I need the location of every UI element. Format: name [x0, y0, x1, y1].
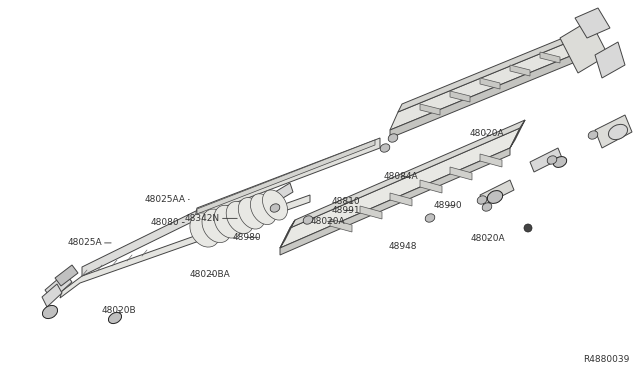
Polygon shape	[330, 219, 352, 232]
Text: 48084A: 48084A	[384, 172, 419, 181]
Polygon shape	[390, 30, 598, 130]
Ellipse shape	[226, 201, 254, 234]
Text: 48080: 48080	[151, 218, 184, 227]
Text: 48948: 48948	[389, 242, 417, 251]
Text: 48342N: 48342N	[185, 214, 237, 223]
Ellipse shape	[270, 204, 280, 212]
Ellipse shape	[588, 131, 598, 139]
Text: 48025A: 48025A	[67, 238, 111, 247]
Polygon shape	[480, 78, 500, 89]
Polygon shape	[595, 115, 632, 148]
Text: R4880039: R4880039	[584, 355, 630, 364]
Text: 48020A: 48020A	[310, 217, 345, 226]
Polygon shape	[280, 128, 520, 248]
Polygon shape	[360, 206, 382, 219]
Polygon shape	[390, 193, 412, 206]
Ellipse shape	[609, 124, 628, 140]
Text: 48991: 48991	[332, 206, 360, 215]
Text: 48810: 48810	[332, 198, 360, 206]
Ellipse shape	[202, 209, 231, 243]
Ellipse shape	[425, 214, 435, 222]
Polygon shape	[42, 284, 62, 307]
Polygon shape	[390, 48, 590, 138]
Polygon shape	[398, 22, 602, 112]
Polygon shape	[195, 138, 380, 218]
Ellipse shape	[190, 213, 220, 247]
Ellipse shape	[547, 156, 557, 164]
Ellipse shape	[214, 205, 243, 238]
Polygon shape	[480, 154, 502, 167]
Text: 48980: 48980	[233, 233, 261, 242]
Text: 48020A: 48020A	[470, 234, 505, 243]
Ellipse shape	[487, 190, 502, 203]
Polygon shape	[560, 20, 608, 73]
Ellipse shape	[554, 157, 566, 167]
Polygon shape	[55, 265, 78, 286]
Polygon shape	[270, 183, 293, 204]
Ellipse shape	[524, 224, 532, 232]
Polygon shape	[60, 195, 310, 298]
Polygon shape	[45, 273, 72, 300]
Ellipse shape	[303, 216, 313, 224]
Polygon shape	[290, 120, 525, 228]
Polygon shape	[540, 52, 560, 63]
Ellipse shape	[238, 198, 265, 229]
Ellipse shape	[250, 194, 276, 225]
Polygon shape	[82, 209, 200, 276]
Text: 48020BA: 48020BA	[189, 270, 230, 279]
Polygon shape	[510, 65, 530, 76]
Polygon shape	[197, 140, 375, 214]
Text: 48025AA: 48025AA	[145, 195, 189, 204]
Polygon shape	[420, 104, 440, 115]
Polygon shape	[450, 91, 470, 102]
Ellipse shape	[388, 134, 398, 142]
Polygon shape	[280, 220, 295, 248]
Ellipse shape	[262, 190, 287, 220]
Text: 48990: 48990	[434, 201, 462, 210]
Ellipse shape	[42, 305, 58, 318]
Polygon shape	[420, 180, 442, 193]
Polygon shape	[510, 120, 525, 148]
Polygon shape	[450, 167, 472, 180]
Text: 48020A: 48020A	[469, 129, 504, 138]
Polygon shape	[530, 148, 562, 172]
Ellipse shape	[482, 203, 492, 211]
Polygon shape	[595, 42, 625, 78]
Polygon shape	[280, 148, 510, 255]
Polygon shape	[480, 180, 514, 205]
Ellipse shape	[380, 144, 390, 152]
Ellipse shape	[477, 196, 487, 204]
Ellipse shape	[108, 312, 122, 324]
Polygon shape	[195, 210, 218, 228]
Polygon shape	[575, 8, 610, 38]
Text: 48020B: 48020B	[101, 306, 136, 315]
